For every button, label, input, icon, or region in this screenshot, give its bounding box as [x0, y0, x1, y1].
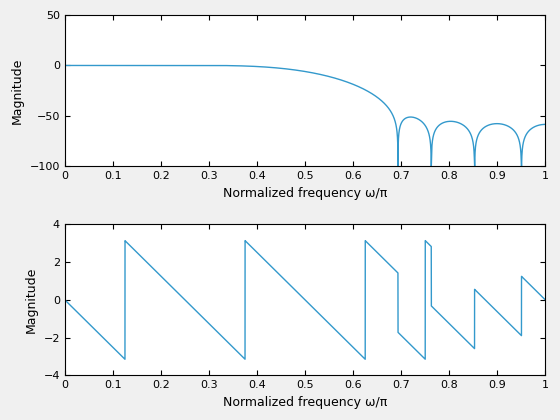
Y-axis label: Magnitude: Magnitude: [11, 58, 24, 124]
Y-axis label: Magnitude: Magnitude: [25, 267, 38, 333]
X-axis label: Normalized frequency ω/π: Normalized frequency ω/π: [223, 186, 388, 199]
X-axis label: Normalized frequency ω/π: Normalized frequency ω/π: [223, 396, 388, 409]
